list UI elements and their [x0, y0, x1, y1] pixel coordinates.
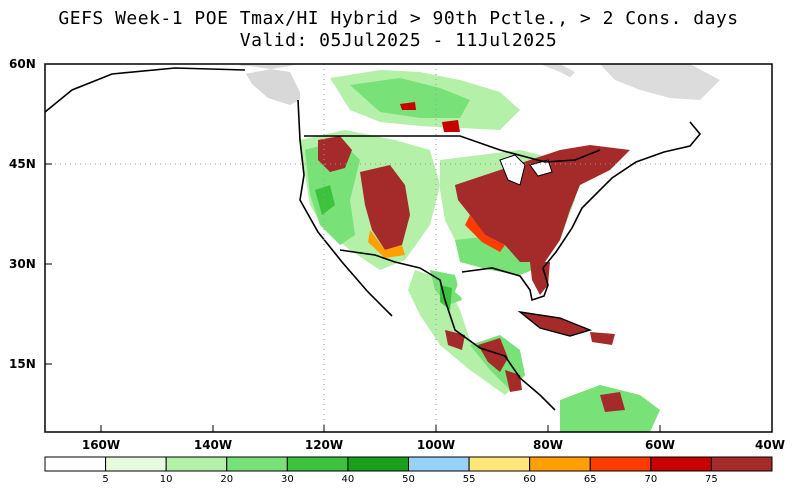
colorbar-tick-label: 20 [220, 474, 233, 485]
country-border-us-mexico [339, 249, 421, 269]
colorbar-tick-label: 40 [342, 474, 355, 485]
colorbar-swatch [408, 456, 470, 472]
colorbar-tick-label: 70 [644, 474, 657, 485]
heat-area-east [455, 145, 630, 262]
map-field [45, 64, 772, 432]
heat-area-central-america [478, 338, 508, 372]
colorbar-tick-label: 30 [281, 474, 294, 485]
orange-rim-great-basin [368, 230, 405, 258]
colorbar-swatch [286, 456, 349, 472]
colorbar-swatch [44, 456, 107, 472]
heat-area-canada-spots [400, 102, 460, 132]
lon-label-160w: 160W [82, 438, 120, 452]
lat-label-30n: 30N [9, 257, 36, 271]
colorbar-swatch [589, 456, 652, 472]
lat-label-15n: 15N [9, 357, 36, 371]
map-title-line2: Valid: 05Jul2025 - 11Jul2025 [239, 30, 558, 51]
colorbar-tick-label: 60 [523, 474, 536, 485]
colorbar-swatch [529, 456, 591, 472]
no-data-area-labrador [600, 64, 720, 100]
colorbar: 5 10 20 30 40 50 55 60 65 70 75 [44, 456, 773, 485]
colorbar-tick-label: 10 [160, 474, 173, 485]
colorbar-swatch [226, 456, 288, 472]
colorbar-tick-label: 50 [402, 474, 415, 485]
colorbar-swatch [347, 456, 409, 472]
hudson-bay-fragment [500, 64, 545, 88]
cuba-coast [517, 310, 593, 337]
heat-area-venezuela [600, 392, 625, 412]
colorbar-swatch [105, 456, 167, 472]
colorbar-swatch [165, 456, 228, 472]
heat-area-cuba [520, 312, 590, 336]
longitude-axis: 160W 140W 120W 100W 80W 60W 40W [82, 425, 785, 452]
lon-label-120w: 120W [305, 438, 343, 452]
lat-label-45n: 45N [9, 157, 36, 171]
colorbar-tick-label: 5 [102, 474, 108, 485]
heat-area-mexico-south [445, 330, 465, 350]
green-west [305, 140, 360, 245]
lon-label-140w: 140W [194, 438, 232, 452]
colorbar-swatch [710, 456, 773, 472]
colorbar-tick-label: 75 [705, 474, 718, 485]
colorbar-swatch [468, 456, 531, 472]
heat-area-florida [530, 262, 550, 295]
heat-area-great-basin [360, 165, 410, 250]
map-frame [44, 63, 773, 433]
lat-label-60n: 60N [9, 57, 36, 71]
latitude-axis: 60N 45N 30N 15N [9, 57, 52, 371]
orange-rim-east [465, 215, 505, 252]
lon-label-80w: 80W [533, 438, 563, 452]
lon-label-40w: 40W [755, 438, 785, 452]
colorbar-tick-label: 65 [584, 474, 597, 485]
dark-green-patches [315, 185, 495, 310]
heat-area-pacific-nw [318, 136, 352, 172]
colorbar-swatch [650, 456, 712, 472]
heat-area-hispaniola [590, 332, 615, 345]
coastline [45, 67, 702, 411]
lon-label-60w: 60W [645, 438, 675, 452]
green-canada [350, 78, 470, 118]
country-border-us-canada [304, 135, 601, 163]
lon-label-100w: 100W [417, 438, 455, 452]
gulf-of-mexico [455, 270, 530, 310]
map-title-line1: GEFS Week-1 POE Tmax/HI Hybrid > 90th Pc… [58, 8, 739, 29]
graticule [45, 64, 772, 432]
colorbar-tick-label: 55 [463, 474, 476, 485]
